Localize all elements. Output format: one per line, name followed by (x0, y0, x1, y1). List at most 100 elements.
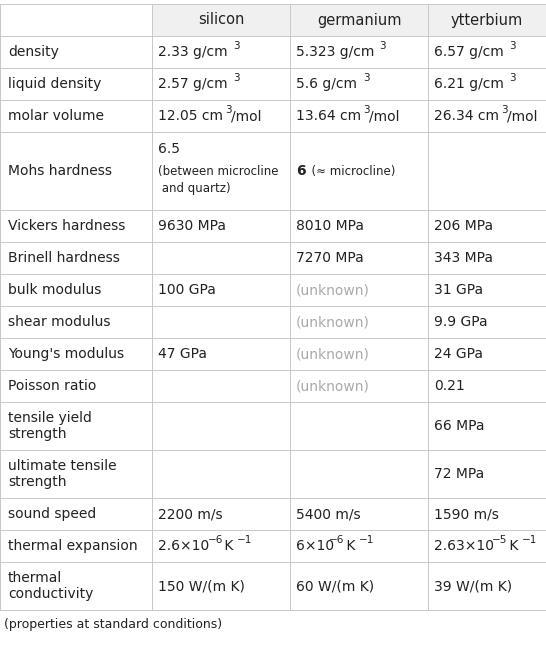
Text: 2.63×10: 2.63×10 (434, 539, 494, 553)
Bar (0, 450, 152, 498)
Bar (428, 4, 546, 36)
Text: 3: 3 (233, 73, 240, 83)
Text: /mol: /mol (507, 109, 537, 123)
Text: 26.34 cm: 26.34 cm (434, 109, 499, 123)
Bar (290, 68, 428, 100)
Text: 5.6 g/cm: 5.6 g/cm (296, 77, 357, 91)
Text: molar volume: molar volume (8, 109, 104, 123)
Bar (428, 132, 546, 210)
Bar (428, 402, 546, 450)
Bar (290, 306, 428, 338)
Bar (152, 370, 290, 402)
Text: 2.6×10: 2.6×10 (158, 539, 209, 553)
Text: 39 W/(m K): 39 W/(m K) (434, 579, 512, 593)
Text: 150 W/(m K): 150 W/(m K) (158, 579, 245, 593)
Text: 3: 3 (363, 73, 369, 83)
Bar (428, 530, 546, 562)
Bar (152, 530, 290, 562)
Text: (unknown): (unknown) (296, 283, 370, 297)
Bar (290, 402, 428, 450)
Bar (290, 498, 428, 530)
Text: 206 MPa: 206 MPa (434, 219, 493, 233)
Text: Vickers hardness: Vickers hardness (8, 219, 126, 233)
Text: 3: 3 (509, 73, 515, 83)
Text: Young's modulus: Young's modulus (8, 347, 124, 361)
Text: silicon: silicon (198, 12, 244, 27)
Text: ytterbium: ytterbium (451, 12, 523, 27)
Text: sound speed: sound speed (8, 507, 96, 521)
Text: 6.5: 6.5 (158, 142, 180, 156)
Bar (152, 306, 290, 338)
Bar (152, 36, 290, 68)
Bar (152, 498, 290, 530)
Text: 2200 m/s: 2200 m/s (158, 507, 223, 521)
Bar (0, 242, 152, 274)
Text: Brinell hardness: Brinell hardness (8, 251, 120, 265)
Text: and quartz): and quartz) (158, 182, 230, 195)
Text: ultimate tensile
strength: ultimate tensile strength (8, 459, 117, 489)
Text: 13.64 cm: 13.64 cm (296, 109, 361, 123)
Text: 31 GPa: 31 GPa (434, 283, 483, 297)
Text: K: K (505, 539, 518, 553)
Text: 24 GPa: 24 GPa (434, 347, 483, 361)
Bar (290, 450, 428, 498)
Text: 2.57 g/cm: 2.57 g/cm (158, 77, 228, 91)
Text: 9630 MPa: 9630 MPa (158, 219, 226, 233)
Bar (152, 4, 290, 36)
Bar (0, 100, 152, 132)
Text: 66 MPa: 66 MPa (434, 419, 484, 433)
Bar (290, 4, 428, 36)
Text: bulk modulus: bulk modulus (8, 283, 102, 297)
Text: 1590 m/s: 1590 m/s (434, 507, 499, 521)
Text: 3: 3 (363, 105, 369, 116)
Text: Mohs hardness: Mohs hardness (8, 164, 112, 178)
Bar (290, 36, 428, 68)
Text: /mol: /mol (231, 109, 262, 123)
Bar (428, 36, 546, 68)
Text: tensile yield
strength: tensile yield strength (8, 411, 92, 441)
Bar (152, 274, 290, 306)
Bar (0, 338, 152, 370)
Bar (290, 338, 428, 370)
Text: 47 GPa: 47 GPa (158, 347, 207, 361)
Text: 3: 3 (379, 42, 386, 51)
Bar (0, 274, 152, 306)
Bar (428, 498, 546, 530)
Text: 3: 3 (233, 42, 240, 51)
Bar (152, 338, 290, 370)
Text: 7270 MPa: 7270 MPa (296, 251, 364, 265)
Bar (0, 68, 152, 100)
Text: (between microcline: (between microcline (158, 164, 278, 177)
Bar (428, 68, 546, 100)
Text: 6: 6 (296, 164, 306, 178)
Bar (428, 274, 546, 306)
Text: /mol: /mol (369, 109, 400, 123)
Text: (unknown): (unknown) (296, 379, 370, 393)
Bar (0, 370, 152, 402)
Bar (428, 306, 546, 338)
Bar (428, 210, 546, 242)
Bar (428, 338, 546, 370)
Bar (152, 562, 290, 610)
Text: liquid density: liquid density (8, 77, 102, 91)
Bar (290, 210, 428, 242)
Bar (152, 100, 290, 132)
Bar (0, 498, 152, 530)
Text: K: K (342, 539, 355, 553)
Text: 6.21 g/cm: 6.21 g/cm (434, 77, 504, 91)
Bar (290, 530, 428, 562)
Text: 3: 3 (224, 105, 232, 116)
Text: 9.9 GPa: 9.9 GPa (434, 315, 488, 329)
Bar (290, 242, 428, 274)
Bar (290, 274, 428, 306)
Text: 6.57 g/cm: 6.57 g/cm (434, 45, 504, 59)
Text: 12.05 cm: 12.05 cm (158, 109, 223, 123)
Bar (290, 562, 428, 610)
Bar (0, 36, 152, 68)
Text: Poisson ratio: Poisson ratio (8, 379, 97, 393)
Bar (152, 242, 290, 274)
Text: (unknown): (unknown) (296, 315, 370, 329)
Text: 343 MPa: 343 MPa (434, 251, 493, 265)
Text: 0.21: 0.21 (434, 379, 465, 393)
Text: 5.323 g/cm: 5.323 g/cm (296, 45, 375, 59)
